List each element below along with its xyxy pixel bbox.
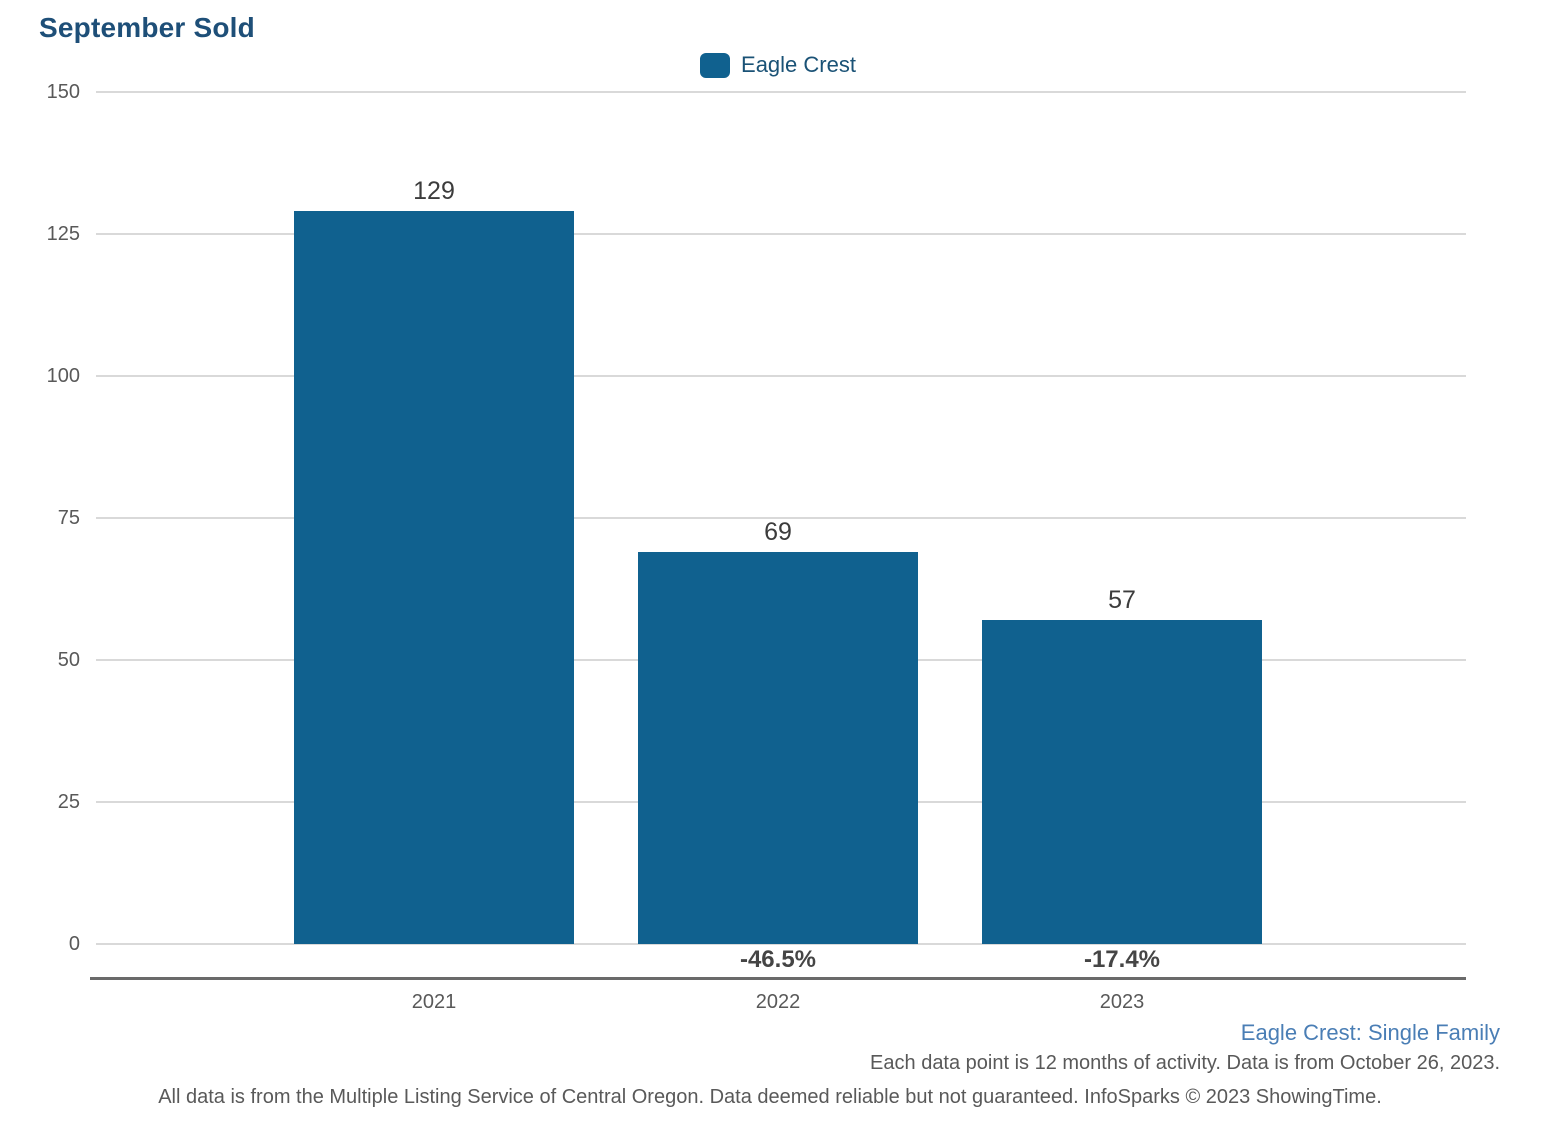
y-axis: 0 25 50 75 100 125 150 bbox=[0, 81, 80, 955]
x-axis-label-2023: 2023 bbox=[1099, 991, 1145, 1013]
gridline-75 bbox=[96, 517, 1466, 519]
legend: Eagle Crest bbox=[90, 50, 1466, 80]
x-axis-label-2022: 2022 bbox=[755, 991, 801, 1013]
chart-title: September Sold bbox=[39, 12, 255, 43]
legend-swatch-icon[interactable] bbox=[700, 52, 731, 78]
gridline-100 bbox=[96, 375, 1466, 377]
plot-area: 129 69 57 bbox=[90, 91, 1466, 945]
y-axis-tick-label: 100 bbox=[46, 365, 80, 387]
gridline-150 bbox=[96, 91, 1466, 93]
x-axis-label-2021: 2021 bbox=[411, 991, 457, 1013]
y-axis-tick-label: 25 bbox=[57, 791, 80, 813]
pct-change-row: -46.5% -17.4% bbox=[90, 946, 1466, 976]
gridline-125 bbox=[96, 233, 1466, 235]
bar-2022[interactable] bbox=[638, 552, 918, 944]
y-axis-tick-label: 150 bbox=[46, 81, 80, 103]
bar-2021[interactable] bbox=[294, 211, 574, 944]
y-axis-tick-label: 125 bbox=[46, 223, 80, 245]
bar-value-label-2021: 129 bbox=[413, 177, 455, 206]
footer-disclaimer: All data is from the Multiple Listing Se… bbox=[158, 1086, 1382, 1108]
y-axis-tick-label: 75 bbox=[57, 507, 80, 529]
x-axis-line bbox=[90, 977, 1466, 980]
bar-value-label-2022: 69 bbox=[764, 518, 792, 547]
footer-series-note[interactable]: Eagle Crest: Single Family bbox=[1240, 1020, 1500, 1045]
bar-value-label-2023: 57 bbox=[1108, 586, 1136, 615]
y-axis-tick-label: 0 bbox=[68, 933, 80, 955]
pct-change-label-2023: -17.4% bbox=[1083, 946, 1161, 973]
legend-label[interactable]: Eagle Crest bbox=[741, 52, 856, 77]
x-axis-labels: 2021 2022 2023 bbox=[90, 991, 1466, 1019]
footer-data-note: Each data point is 12 months of activity… bbox=[870, 1052, 1500, 1074]
gridline-0 bbox=[96, 943, 1466, 945]
bar-2023[interactable] bbox=[982, 620, 1262, 944]
pct-change-label-2022: -46.5% bbox=[739, 946, 817, 973]
y-axis-tick-label: 50 bbox=[57, 649, 80, 671]
